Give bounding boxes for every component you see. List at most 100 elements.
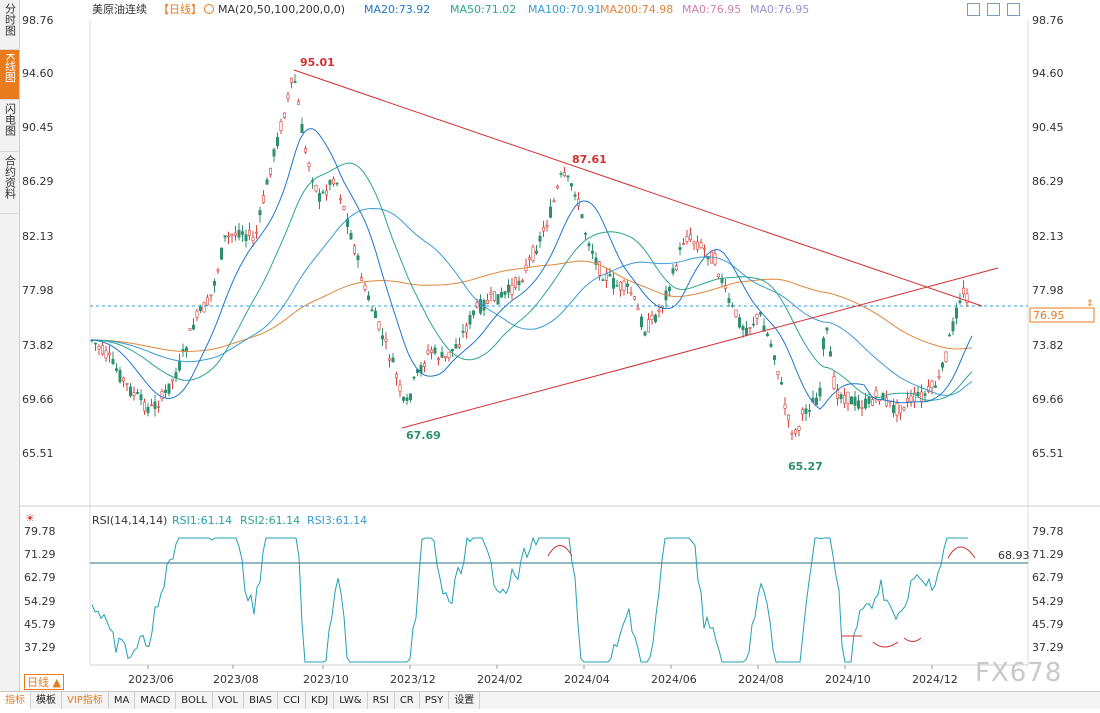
candle-body [356, 255, 360, 261]
candle-body [737, 317, 741, 328]
candle-body [429, 349, 433, 353]
candle-body [947, 334, 951, 337]
candle-body [303, 148, 307, 153]
tab-bias[interactable]: BIAS [244, 692, 279, 709]
ma0-value-b: MA0:76.95 [750, 3, 809, 16]
candle-body [716, 273, 720, 278]
candle-body [776, 371, 780, 375]
candle-body [513, 277, 517, 288]
candle-body [206, 297, 210, 306]
ma20-value: MA20:73.92 [364, 3, 430, 16]
candle-body [569, 183, 573, 187]
time-label: 2024/12 [912, 673, 958, 686]
price-tick-right: 77.98 [1032, 284, 1064, 297]
candle-body [594, 257, 598, 265]
descending-trendline[interactable] [293, 69, 983, 307]
candle-body [359, 277, 363, 281]
tab-macd[interactable]: MACD [135, 692, 177, 709]
tab-indicators[interactable]: 指标 [0, 692, 31, 709]
current-price-value: 76.95 [1033, 309, 1065, 322]
ma200-value: MA200:74.98 [600, 3, 673, 16]
candle-body [902, 407, 906, 411]
candle-body [926, 386, 930, 392]
candle-body [122, 377, 126, 382]
candle-body [132, 392, 136, 396]
candle-body [552, 200, 556, 203]
rsi-tick-left: 71.29 [24, 548, 56, 561]
candle-body [167, 383, 171, 394]
candle-body [678, 247, 682, 250]
candle-body [727, 298, 731, 303]
candle-body [951, 321, 955, 332]
kline-chart[interactable]: 美原油连续 【日线】 MA(20,50,100,200,0,0) MA20:73… [20, 0, 1100, 709]
time-label: 2024/02 [477, 673, 523, 686]
tab-cci[interactable]: CCI [278, 692, 307, 709]
tab-rsi[interactable]: RSI [368, 692, 395, 709]
candle-body [160, 391, 164, 400]
candle-body [534, 250, 538, 254]
rsi3-value: RSI3:61.14 [307, 514, 367, 527]
expand-icon[interactable] [967, 3, 980, 16]
period-label: 【日线】 [158, 2, 202, 16]
rsi-tick-right: 54.29 [1032, 595, 1064, 608]
settings-icon[interactable] [204, 4, 214, 14]
tab-lw[interactable]: LW& [334, 692, 368, 709]
ascending-trendline[interactable] [401, 267, 999, 429]
tab-kdj[interactable]: KDJ [306, 692, 335, 709]
tab-vol[interactable]: VOL [213, 692, 245, 709]
candle-body [457, 344, 461, 348]
tab-psy[interactable]: PSY [420, 692, 450, 709]
candle-body [209, 294, 213, 297]
candle-body [769, 343, 773, 347]
tab-templates[interactable]: 模板 [31, 692, 62, 709]
grid-icon[interactable] [987, 3, 1000, 16]
indicator-tab-bar: 指标 模板 VIP指标 MA MACD BOLL VOL BIAS CCI KD… [0, 691, 1100, 709]
candle-body [104, 350, 108, 359]
tab-lightning-label: 闪电图 [3, 103, 17, 136]
candle-body [461, 330, 465, 333]
tab-cr[interactable]: CR [395, 692, 420, 709]
candle-body [181, 349, 185, 352]
candle-body [255, 231, 259, 234]
candle-body [527, 257, 531, 260]
candle-body [485, 299, 489, 304]
candle-body [241, 231, 245, 235]
candle-body [408, 393, 412, 401]
close-icon[interactable] [1007, 3, 1020, 16]
tab-kline[interactable]: K线图 [0, 50, 19, 100]
candle-body [765, 333, 769, 336]
candle-body [94, 342, 98, 345]
period-selector-button[interactable]: 日线 ▲ [24, 674, 64, 690]
tab-ma[interactable]: MA [109, 692, 136, 709]
rsi-axis-right: 79.78 71.29 62.79 54.29 45.79 37.29 [1032, 525, 1064, 654]
ma20-line [91, 128, 973, 410]
tab-time-sharing[interactable]: 分时图 [0, 0, 19, 50]
tab-vip-indicators[interactable]: VIP指标 [62, 692, 109, 709]
candle-body [520, 280, 524, 282]
chart-area[interactable]: 美原油连续 【日线】 MA(20,50,100,200,0,0) MA20:73… [20, 0, 1100, 709]
candle-body [783, 404, 787, 409]
candle-body [531, 246, 535, 261]
ma50-line [91, 162, 973, 401]
price-scale-arrows-icon[interactable]: ⇕ [1086, 299, 1094, 309]
candle-body [846, 391, 850, 404]
price-tick-right: 94.60 [1032, 67, 1064, 80]
tab-lightning[interactable]: 闪电图 [0, 100, 19, 152]
candle-body [464, 325, 468, 333]
tab-settings[interactable]: 设置 [449, 692, 481, 709]
tab-contract-info[interactable]: 合约资料 [0, 152, 19, 214]
current-price-badge [1029, 307, 1095, 323]
candlestick-series [90, 74, 969, 441]
candle-body [314, 185, 318, 192]
candle-body [377, 321, 381, 330]
candle-body [555, 186, 559, 189]
rsi-settings-icon[interactable]: ☀ [25, 512, 35, 525]
candle-body [223, 235, 227, 238]
candle-body [916, 391, 920, 397]
candle-body [391, 357, 395, 363]
candle-body [615, 284, 619, 287]
time-label: 2023/12 [390, 673, 436, 686]
tab-boll[interactable]: BOLL [176, 692, 213, 709]
candle-body [937, 376, 941, 379]
candle-body [548, 206, 552, 218]
